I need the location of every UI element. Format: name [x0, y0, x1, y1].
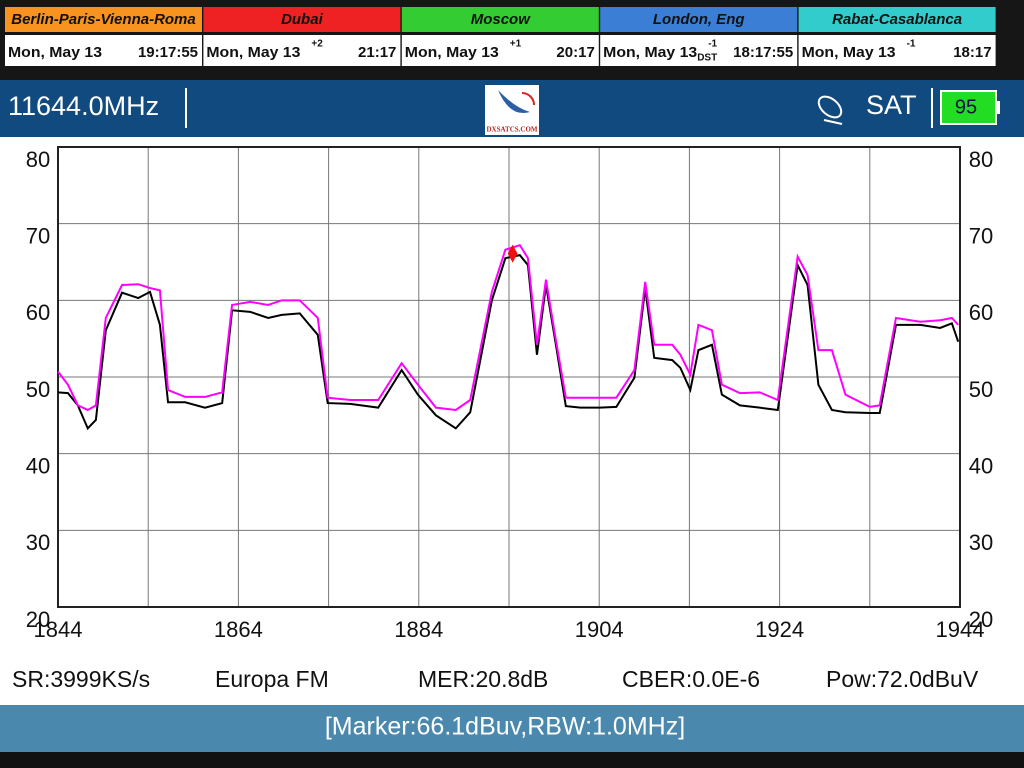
clock-header: [5, 7, 202, 32]
x-tick-label: 1844: [34, 617, 83, 642]
logo-text: DXSATCS.COM: [486, 126, 537, 134]
logo-dish: [498, 90, 530, 114]
clock-date: Mon, May 13: [802, 44, 896, 61]
clock-time: 20:17: [556, 44, 594, 61]
status-item: MER:20.8dB: [418, 666, 548, 692]
battery-tip: [996, 101, 1000, 114]
y2-tick-label: 70: [969, 223, 993, 248]
status-item: Pow:72.0dBuV: [826, 666, 979, 692]
clock-date: Mon, May 13: [206, 44, 300, 61]
clock-time: 18:17:55: [733, 44, 793, 61]
footer-text: [Marker:66.1dBuv,RBW:1.0MHz]: [325, 713, 685, 741]
clock-city: London, Eng: [653, 11, 745, 28]
battery-level: 95: [955, 96, 977, 118]
clock-date: Mon, May 13: [8, 44, 102, 61]
status-item: SR:3999KS/s: [12, 666, 150, 692]
plot-frame: [57, 146, 961, 608]
y-tick-label: 50: [26, 377, 50, 402]
clock-city: Berlin-Paris-Vienna-Roma: [11, 11, 196, 28]
clock-body: [600, 35, 798, 66]
y2-tick-label: 80: [969, 147, 993, 172]
clock-header: [401, 7, 599, 32]
logo-arc: [521, 92, 535, 106]
clock-offset: -1: [907, 39, 916, 50]
clock-header: [600, 7, 798, 32]
y2-tick-label: 20: [969, 607, 993, 632]
clock-header: [203, 7, 401, 32]
y-tick-label: 70: [26, 223, 50, 248]
clock-city: Moscow: [471, 11, 532, 28]
clock-city: Dubai: [281, 11, 324, 28]
status-item: Europa FM: [215, 666, 329, 692]
x-tick-label: 1884: [394, 617, 443, 642]
sat-icon-arm: [823, 119, 843, 125]
y-tick-label: 20: [26, 607, 50, 632]
y-tick-label: 40: [26, 453, 50, 478]
clock-city: Rabat-Casablanca: [832, 11, 962, 28]
y2-tick-label: 40: [969, 453, 993, 478]
clock-offset: +1: [510, 39, 522, 50]
y-tick-label: 30: [26, 530, 50, 555]
battery: [940, 90, 997, 125]
clock-body: [5, 35, 202, 66]
y2-tick-label: 60: [969, 300, 993, 325]
clock-offset: +2: [311, 39, 323, 50]
clock-body: [798, 35, 996, 66]
x-tick-label: 1924: [755, 617, 804, 642]
clock-body: [401, 35, 599, 66]
footer-bar: [0, 705, 1024, 752]
marker: [507, 244, 518, 263]
y-tick-label: 60: [26, 300, 50, 325]
x-tick-label: 1944: [936, 617, 985, 642]
x-tick-label: 1864: [214, 617, 263, 642]
chart-panel: [0, 137, 1024, 705]
logo: [485, 85, 539, 135]
y2-tick-label: 30: [969, 530, 993, 555]
clock-time: 21:17: [358, 44, 396, 61]
clock-dst: DST: [697, 53, 717, 64]
y2-tick-label: 50: [969, 377, 993, 402]
clock-date: Mon, May 13: [603, 44, 697, 61]
clock-body: [203, 35, 401, 66]
trace: [57, 243, 959, 412]
clock-date: Mon, May 13: [405, 44, 499, 61]
sat-icon: [817, 95, 843, 119]
mode: SAT: [866, 90, 917, 120]
x-tick-label: 1904: [575, 617, 624, 642]
frequency: 11644.0MHz: [8, 91, 159, 121]
clock-time: 18:17: [953, 44, 991, 61]
status-item: CBER:0.0E-6: [622, 666, 760, 692]
y-tick-label: 80: [26, 147, 50, 172]
clock-offset: -1: [708, 39, 717, 50]
clock-header: [798, 7, 996, 32]
clock-time: 19:17:55: [138, 44, 198, 61]
